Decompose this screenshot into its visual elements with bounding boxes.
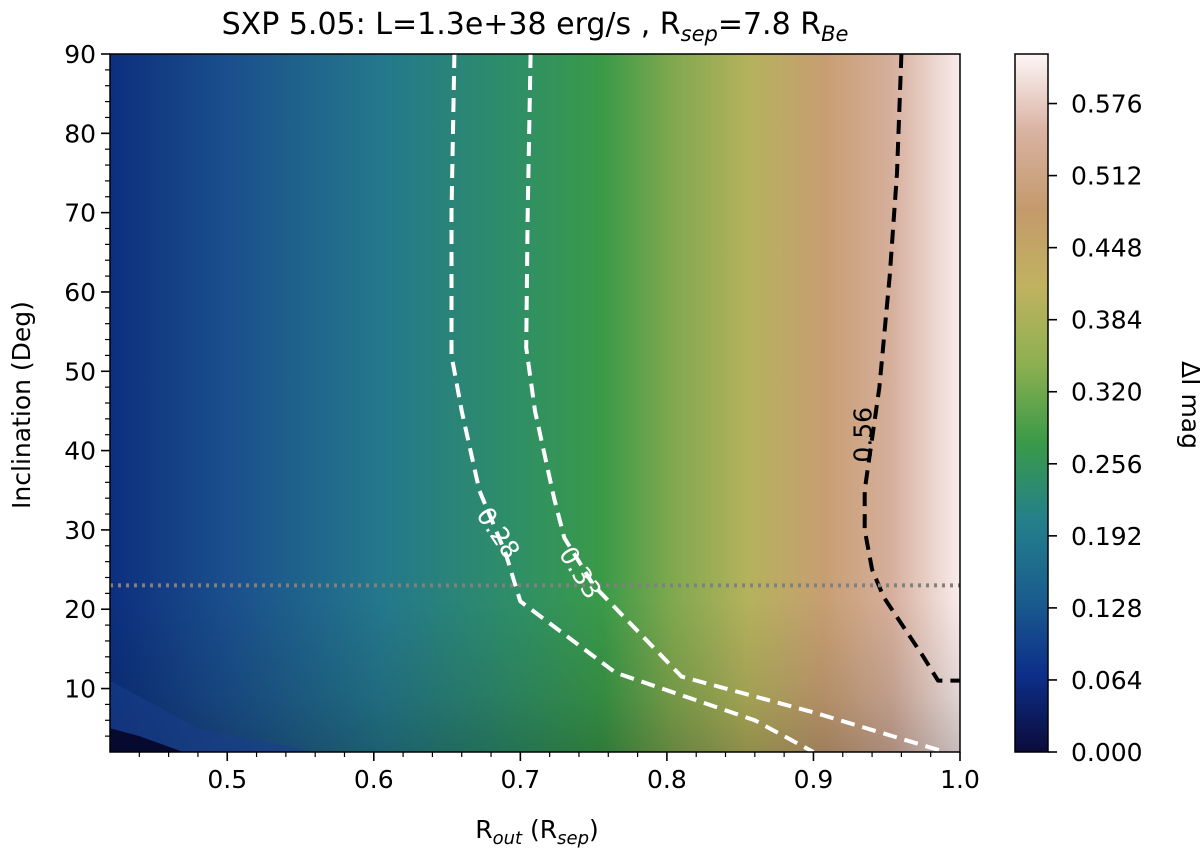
x-tick-label: 1.0 (940, 765, 980, 794)
colorbar-ticks: 0.000 0.064 0.128 0.192 0.256 0.320 0.384 0.448… (1048, 90, 1143, 767)
y-tick-label: 10 (64, 675, 96, 704)
colorbar-tick-label: 0.128 (1071, 594, 1143, 623)
contour-line-0.28 (449, 54, 815, 752)
colorbar-tick-label: 0.256 (1071, 450, 1143, 479)
chart-title: SXP 5.05: L=1.3e+38 erg/s , Rsep=7.8 RBe (222, 7, 849, 46)
colorbar-tick-label: 0.448 (1071, 234, 1143, 263)
contour-lines (449, 54, 960, 752)
y-tick-label: 20 (64, 595, 96, 624)
x-tick-label: 0.7 (500, 765, 540, 794)
x-axis-ticks: 0.5 0.6 0.7 0.8 0.9 1.0 (138, 752, 980, 794)
y-axis-ticks: 10 20 30 40 50 60 70 80 90 (64, 40, 110, 737)
plot-area: 0.280.330.56 0.5 0.6 0.7 0.8 0.9 1.0 10 20 30 40… (64, 40, 980, 794)
x-tick-label: 0.9 (794, 765, 834, 794)
y-axis-label: Inclination (Deg) (7, 301, 36, 509)
heatmap-low-region (110, 680, 316, 752)
y-tick-label: 80 (64, 119, 96, 148)
colorbar-tick-label: 0.000 (1071, 738, 1143, 767)
colorbar-label: ΔI mag (1176, 361, 1200, 449)
x-tick-label: 0.6 (354, 765, 394, 794)
colorbar-tick-label: 0.384 (1071, 306, 1143, 335)
y-tick-label: 60 (64, 278, 96, 307)
colorbar-frame (1014, 53, 1049, 753)
contour-label-0.56: 0.56 (849, 407, 878, 463)
colorbar-tick-label: 0.320 (1071, 378, 1143, 407)
y-tick-label: 30 (64, 516, 96, 545)
x-tick-label: 0.5 (207, 765, 247, 794)
colorbar-gradient (1015, 54, 1048, 752)
colorbar-tick-label: 0.576 (1071, 90, 1143, 119)
colorbar-tick-label: 0.512 (1071, 162, 1143, 191)
y-tick-label: 90 (64, 40, 96, 69)
y-tick-label: 70 (64, 199, 96, 228)
heatmap-field: 0.280.330.56 (110, 54, 960, 752)
heatmap-lowest-region (110, 728, 184, 752)
colorbar: 0.000 0.064 0.128 0.192 0.256 0.320 0.384 0.448… (1014, 53, 1200, 767)
y-tick-label: 50 (64, 357, 96, 386)
contour-line-0.56 (862, 54, 960, 683)
x-tick-label: 0.8 (647, 765, 687, 794)
heatmap-low-inclination-shade (110, 54, 960, 752)
colorbar-tick-label: 0.192 (1071, 522, 1143, 551)
colorbar-tick-label: 0.064 (1071, 666, 1143, 695)
y-tick-label: 40 (64, 437, 96, 466)
contour-line-0.33 (524, 54, 946, 752)
x-axis-label: Rout (Rsep) (475, 815, 599, 849)
